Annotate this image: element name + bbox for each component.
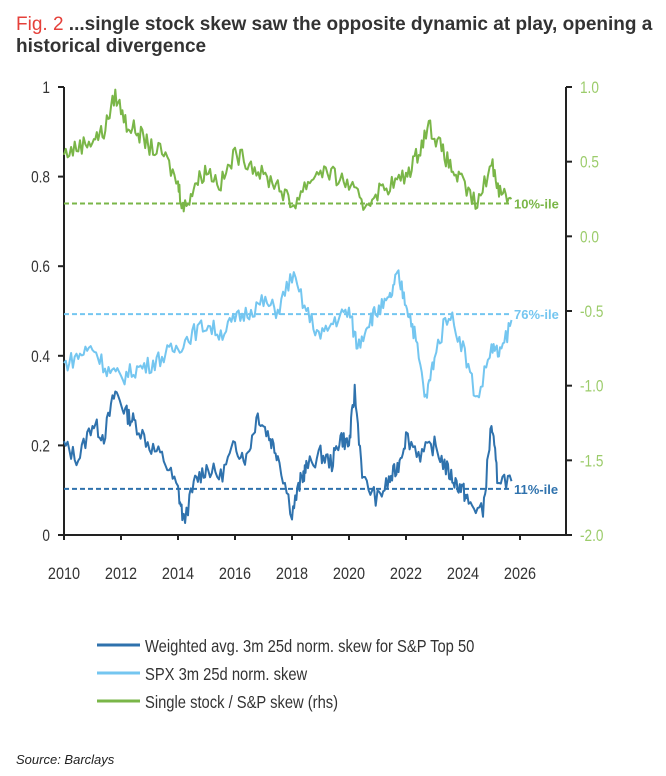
right-tick-label: -0.5: [580, 303, 603, 322]
right-tick-label: 0.0: [580, 228, 599, 247]
source-note: Source: Barclays: [16, 752, 115, 767]
legend-label: Single stock / S&P skew (rhs): [145, 693, 338, 713]
x-tick-label: 2018: [276, 565, 308, 583]
reference-label: 11%-ile: [514, 482, 558, 497]
left-tick-label: 0.2: [31, 437, 50, 456]
right-tick-label: 1.0: [580, 79, 599, 98]
x-tick-label: 2016: [219, 565, 251, 583]
x-tick-label: 2026: [504, 565, 536, 583]
series-line: [63, 383, 513, 524]
left-tick-label: 0: [42, 527, 50, 546]
left-tick-label: 0.4: [31, 347, 50, 366]
chart-title: Fig. 2 ...single stock skew saw the oppo…: [16, 14, 656, 58]
title-text: ...single stock skew saw the opposite dy…: [16, 14, 653, 57]
left-tick-label: 0.6: [31, 258, 50, 277]
series-line: [63, 269, 513, 399]
right-tick-label: -2.0: [580, 527, 603, 546]
left-tick-label: 1: [42, 79, 50, 98]
figure-number: Fig. 2: [16, 14, 64, 35]
x-tick-label: 2020: [333, 565, 365, 583]
reference-label: 10%-ile: [514, 196, 559, 211]
legend-label: SPX 3m 25d norm. skew: [145, 665, 307, 685]
x-tick-label: 2022: [390, 565, 422, 583]
right-tick-label: -1.5: [580, 452, 603, 471]
x-tick-label: 2012: [105, 565, 137, 583]
right-tick-label: -1.0: [580, 377, 603, 396]
left-tick-label: 0.8: [31, 168, 50, 187]
right-tick-label: 0.5: [580, 153, 599, 172]
x-tick-label: 2024: [447, 565, 479, 583]
x-tick-label: 2014: [162, 565, 194, 583]
x-tick-label: 2010: [48, 565, 80, 583]
legend-label: Weighted avg. 3m 25d norm. skew for S&P …: [145, 637, 474, 657]
reference-label: 76%-ile: [514, 307, 559, 322]
series-line: [63, 88, 513, 213]
